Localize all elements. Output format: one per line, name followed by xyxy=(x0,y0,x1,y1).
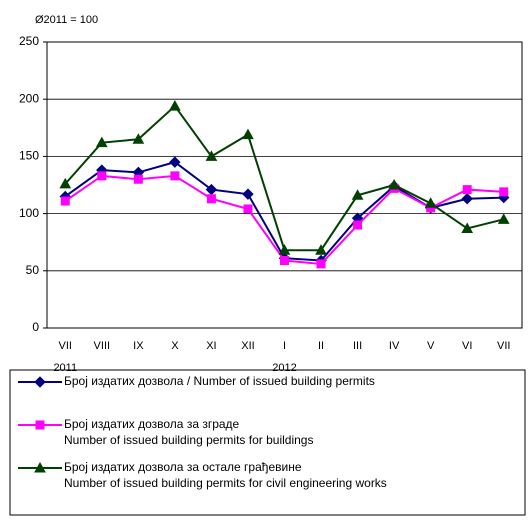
data-point xyxy=(462,185,472,195)
data-point xyxy=(242,128,254,140)
data-point xyxy=(169,156,181,168)
legend-label: Број издатих дозвола за зграде Number of … xyxy=(64,417,313,447)
data-point xyxy=(353,220,363,230)
x-tick-label: VII xyxy=(497,340,510,352)
data-point xyxy=(95,136,108,148)
data-point xyxy=(97,171,107,181)
y-tick-label: 50 xyxy=(26,263,40,277)
x-tick-label: X xyxy=(171,340,179,352)
data-point xyxy=(351,189,364,200)
x-tick-label: IV xyxy=(389,340,400,352)
y-tick-label: 100 xyxy=(19,206,39,220)
y-tick-label: 150 xyxy=(19,149,39,163)
data-point xyxy=(278,244,291,255)
legend-marker xyxy=(34,461,46,473)
data-point xyxy=(60,196,70,206)
x-tick-label: IX xyxy=(133,340,144,352)
x-tick-label: I xyxy=(283,340,286,352)
x-tick-label: VII xyxy=(59,340,72,352)
data-point xyxy=(133,174,143,184)
data-point xyxy=(169,100,181,111)
plot-area xyxy=(46,41,523,329)
legend-label: Број издатих дозвола / Number of issued … xyxy=(64,374,375,388)
data-point xyxy=(242,188,254,200)
data-point xyxy=(461,222,474,233)
data-point xyxy=(388,178,400,190)
y-tick-label: 0 xyxy=(32,320,39,334)
data-point xyxy=(315,244,327,255)
data-point xyxy=(461,193,473,205)
x-tick-label: V xyxy=(427,340,435,352)
x-tick-label: II xyxy=(318,340,324,352)
year-label: 2012 xyxy=(272,362,296,374)
data-point xyxy=(280,256,289,266)
y-tick-label: 250 xyxy=(19,34,39,48)
data-point xyxy=(424,197,437,208)
data-point xyxy=(499,187,509,197)
legend-marker xyxy=(35,420,45,430)
x-tick-label: VI xyxy=(462,340,472,352)
legend-label: Број издатих дозвола за остале грађевине… xyxy=(64,460,387,490)
data-point xyxy=(205,150,218,161)
legend-marker xyxy=(34,376,46,388)
legend-box xyxy=(9,369,526,516)
y-tick-label: 200 xyxy=(19,91,39,105)
x-tick-label: XI xyxy=(206,340,216,352)
x-tick-label: III xyxy=(353,340,362,352)
x-tick-label: XII xyxy=(241,340,254,352)
data-point xyxy=(316,259,326,269)
x-tick-label: VIII xyxy=(94,340,111,352)
data-point xyxy=(206,194,216,204)
chart-subtitle: Ø2011 = 100 xyxy=(35,14,98,26)
data-point xyxy=(132,133,145,144)
data-point xyxy=(497,213,510,224)
data-point xyxy=(170,171,180,181)
data-point xyxy=(59,177,72,189)
data-point xyxy=(243,204,253,214)
year-label: 2011 xyxy=(53,362,77,374)
